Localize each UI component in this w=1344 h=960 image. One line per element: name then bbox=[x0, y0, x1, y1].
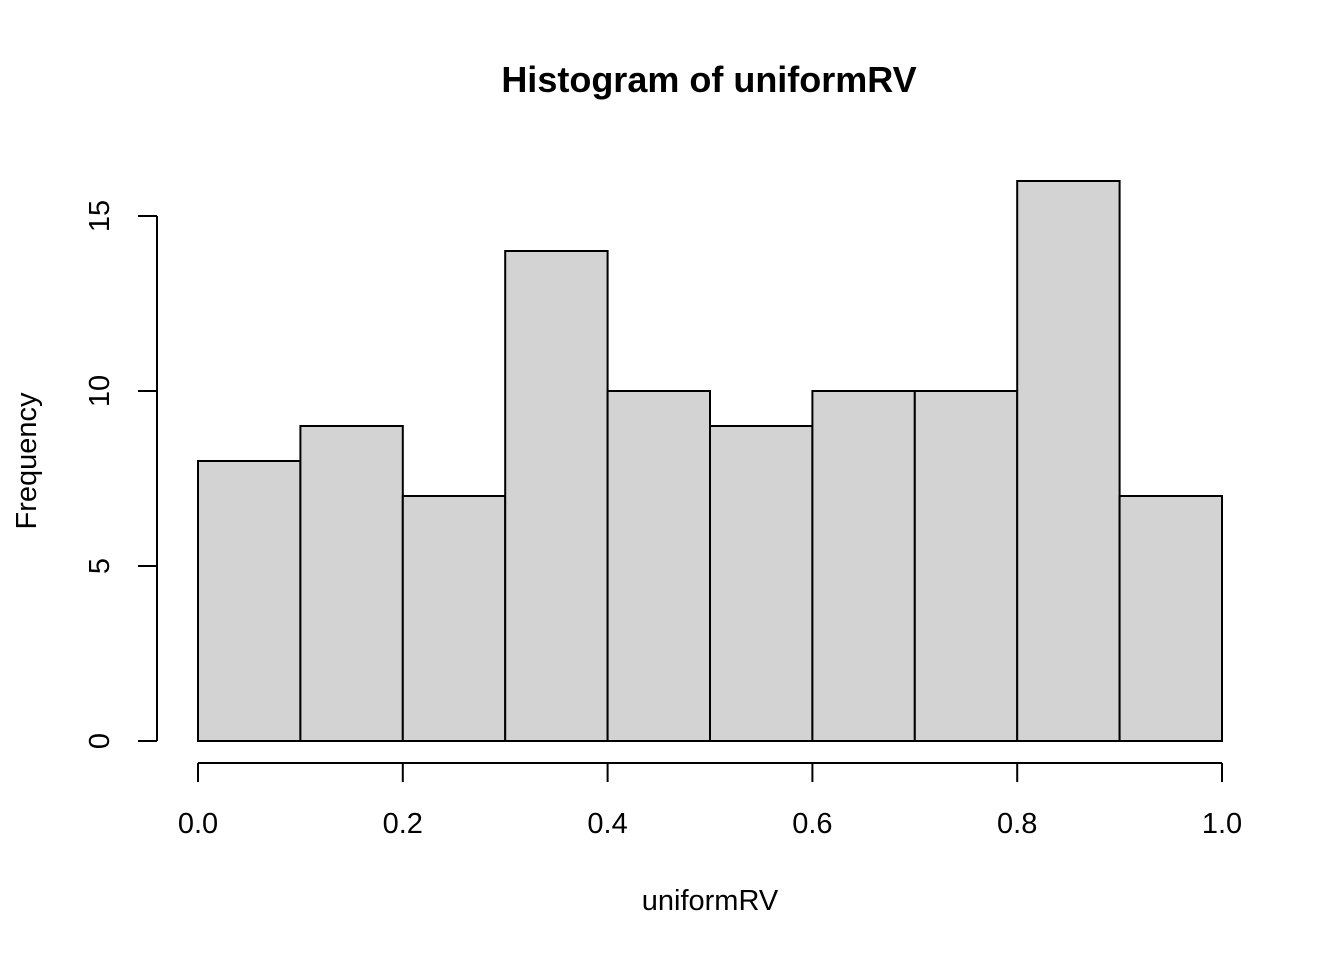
x-tick-label-3: 0.6 bbox=[792, 808, 832, 840]
histogram-bar-4 bbox=[606, 390, 711, 742]
x-tick-label-1: 0.2 bbox=[383, 808, 423, 840]
histogram-bar-6 bbox=[811, 390, 916, 742]
x-tick-label-5: 1.0 bbox=[1202, 808, 1242, 840]
x-tick-label-0: 0.0 bbox=[178, 808, 218, 840]
x-tick-label-2: 0.4 bbox=[587, 808, 627, 840]
x-axis-label: uniformRV bbox=[642, 885, 779, 917]
histogram-bar-5 bbox=[709, 425, 814, 742]
y-tick-label-3: 15 bbox=[84, 200, 116, 232]
histogram-bar-3 bbox=[504, 250, 609, 742]
histogram-bar-1 bbox=[299, 425, 404, 742]
y-tick-label-1: 5 bbox=[84, 558, 116, 574]
y-axis-label: Frequency bbox=[11, 392, 43, 530]
bars-group bbox=[197, 180, 1223, 742]
x-tick-label-4: 0.8 bbox=[997, 808, 1037, 840]
histogram-bar-9 bbox=[1118, 495, 1223, 742]
x-axis: 0.0 0.2 0.4 0.6 0.8 1.0 bbox=[178, 762, 1242, 840]
histogram-bar-7 bbox=[913, 390, 1019, 742]
y-axis: 0 5 10 15 bbox=[84, 200, 158, 749]
histogram-bar-2 bbox=[401, 495, 507, 742]
y-tick-label-0: 0 bbox=[84, 733, 116, 749]
y-tick-label-2: 10 bbox=[84, 375, 116, 407]
histogram-bar-8 bbox=[1016, 180, 1121, 742]
chart-title: Histogram of uniformRV bbox=[501, 59, 916, 100]
histogram-bar-0 bbox=[197, 460, 302, 742]
